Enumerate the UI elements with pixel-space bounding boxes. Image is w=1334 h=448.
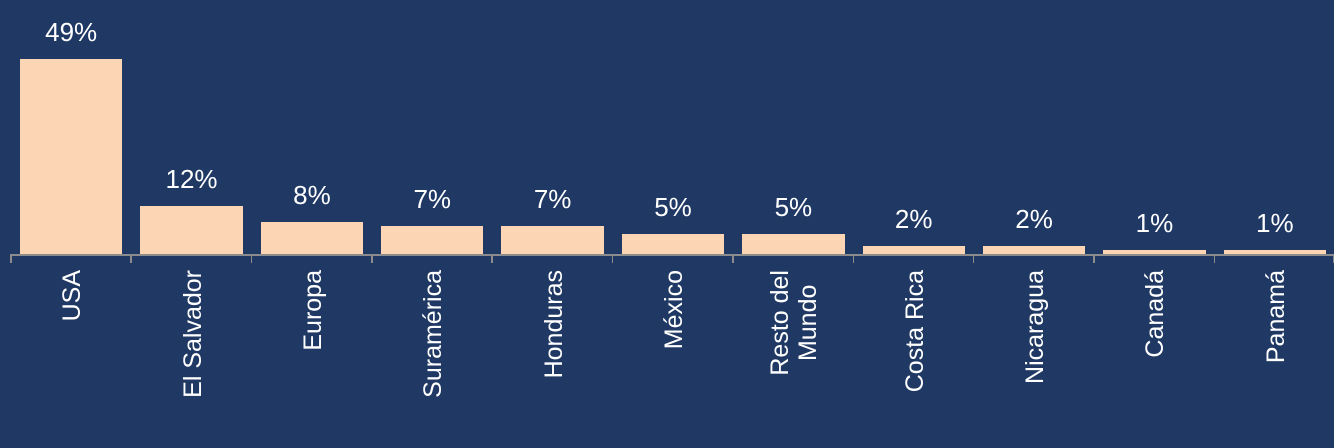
bar bbox=[862, 246, 965, 254]
x-axis bbox=[10, 254, 1334, 256]
x-tick-label: Europa bbox=[298, 270, 327, 351]
x-tick-label: USA bbox=[58, 270, 87, 322]
x-tick-label: Honduras bbox=[539, 270, 568, 379]
axis-tick bbox=[491, 254, 493, 263]
axis-tick bbox=[1213, 254, 1216, 263]
bar bbox=[140, 206, 243, 254]
x-tick-label: El Salvador bbox=[178, 270, 207, 398]
bar bbox=[1223, 250, 1326, 254]
bar bbox=[1103, 250, 1206, 254]
bar bbox=[501, 226, 604, 254]
x-tick-label: Costa Rica bbox=[900, 270, 929, 393]
axis-tick bbox=[1093, 254, 1095, 263]
x-tick-label: Panamá bbox=[1261, 270, 1290, 364]
x-tick-label: Resto del Mundo bbox=[766, 270, 823, 376]
value-label: 1% bbox=[1135, 208, 1174, 239]
axis-tick bbox=[852, 254, 855, 263]
axis-tick bbox=[371, 254, 373, 263]
value-label: 49% bbox=[45, 16, 98, 47]
bar bbox=[260, 222, 364, 254]
value-label: 5% bbox=[774, 192, 813, 223]
axis-tick bbox=[972, 254, 975, 263]
x-tick-label: México bbox=[660, 270, 688, 350]
bar bbox=[20, 58, 123, 254]
bar bbox=[381, 226, 484, 254]
axis-tick bbox=[611, 254, 614, 263]
value-label: 7% bbox=[533, 184, 572, 215]
value-label: 2% bbox=[1015, 204, 1053, 235]
axis-tick bbox=[1332, 254, 1334, 263]
x-tick-label: Canadá bbox=[1141, 270, 1170, 358]
bar bbox=[621, 234, 725, 254]
axis-tick bbox=[130, 254, 132, 263]
x-tick-label: Suramérica bbox=[419, 270, 448, 398]
axis-tick bbox=[10, 254, 12, 263]
value-label: 2% bbox=[894, 204, 933, 235]
value-label: 12% bbox=[165, 164, 218, 195]
x-tick-label: Nicaragua bbox=[1021, 270, 1050, 384]
bar bbox=[742, 234, 845, 254]
value-label: 7% bbox=[413, 184, 452, 215]
value-label: 1% bbox=[1256, 208, 1294, 239]
axis-tick bbox=[250, 254, 253, 263]
bar bbox=[982, 246, 1086, 254]
value-label: 8% bbox=[293, 180, 331, 211]
axis-tick bbox=[732, 254, 734, 263]
value-label: 5% bbox=[654, 192, 692, 223]
